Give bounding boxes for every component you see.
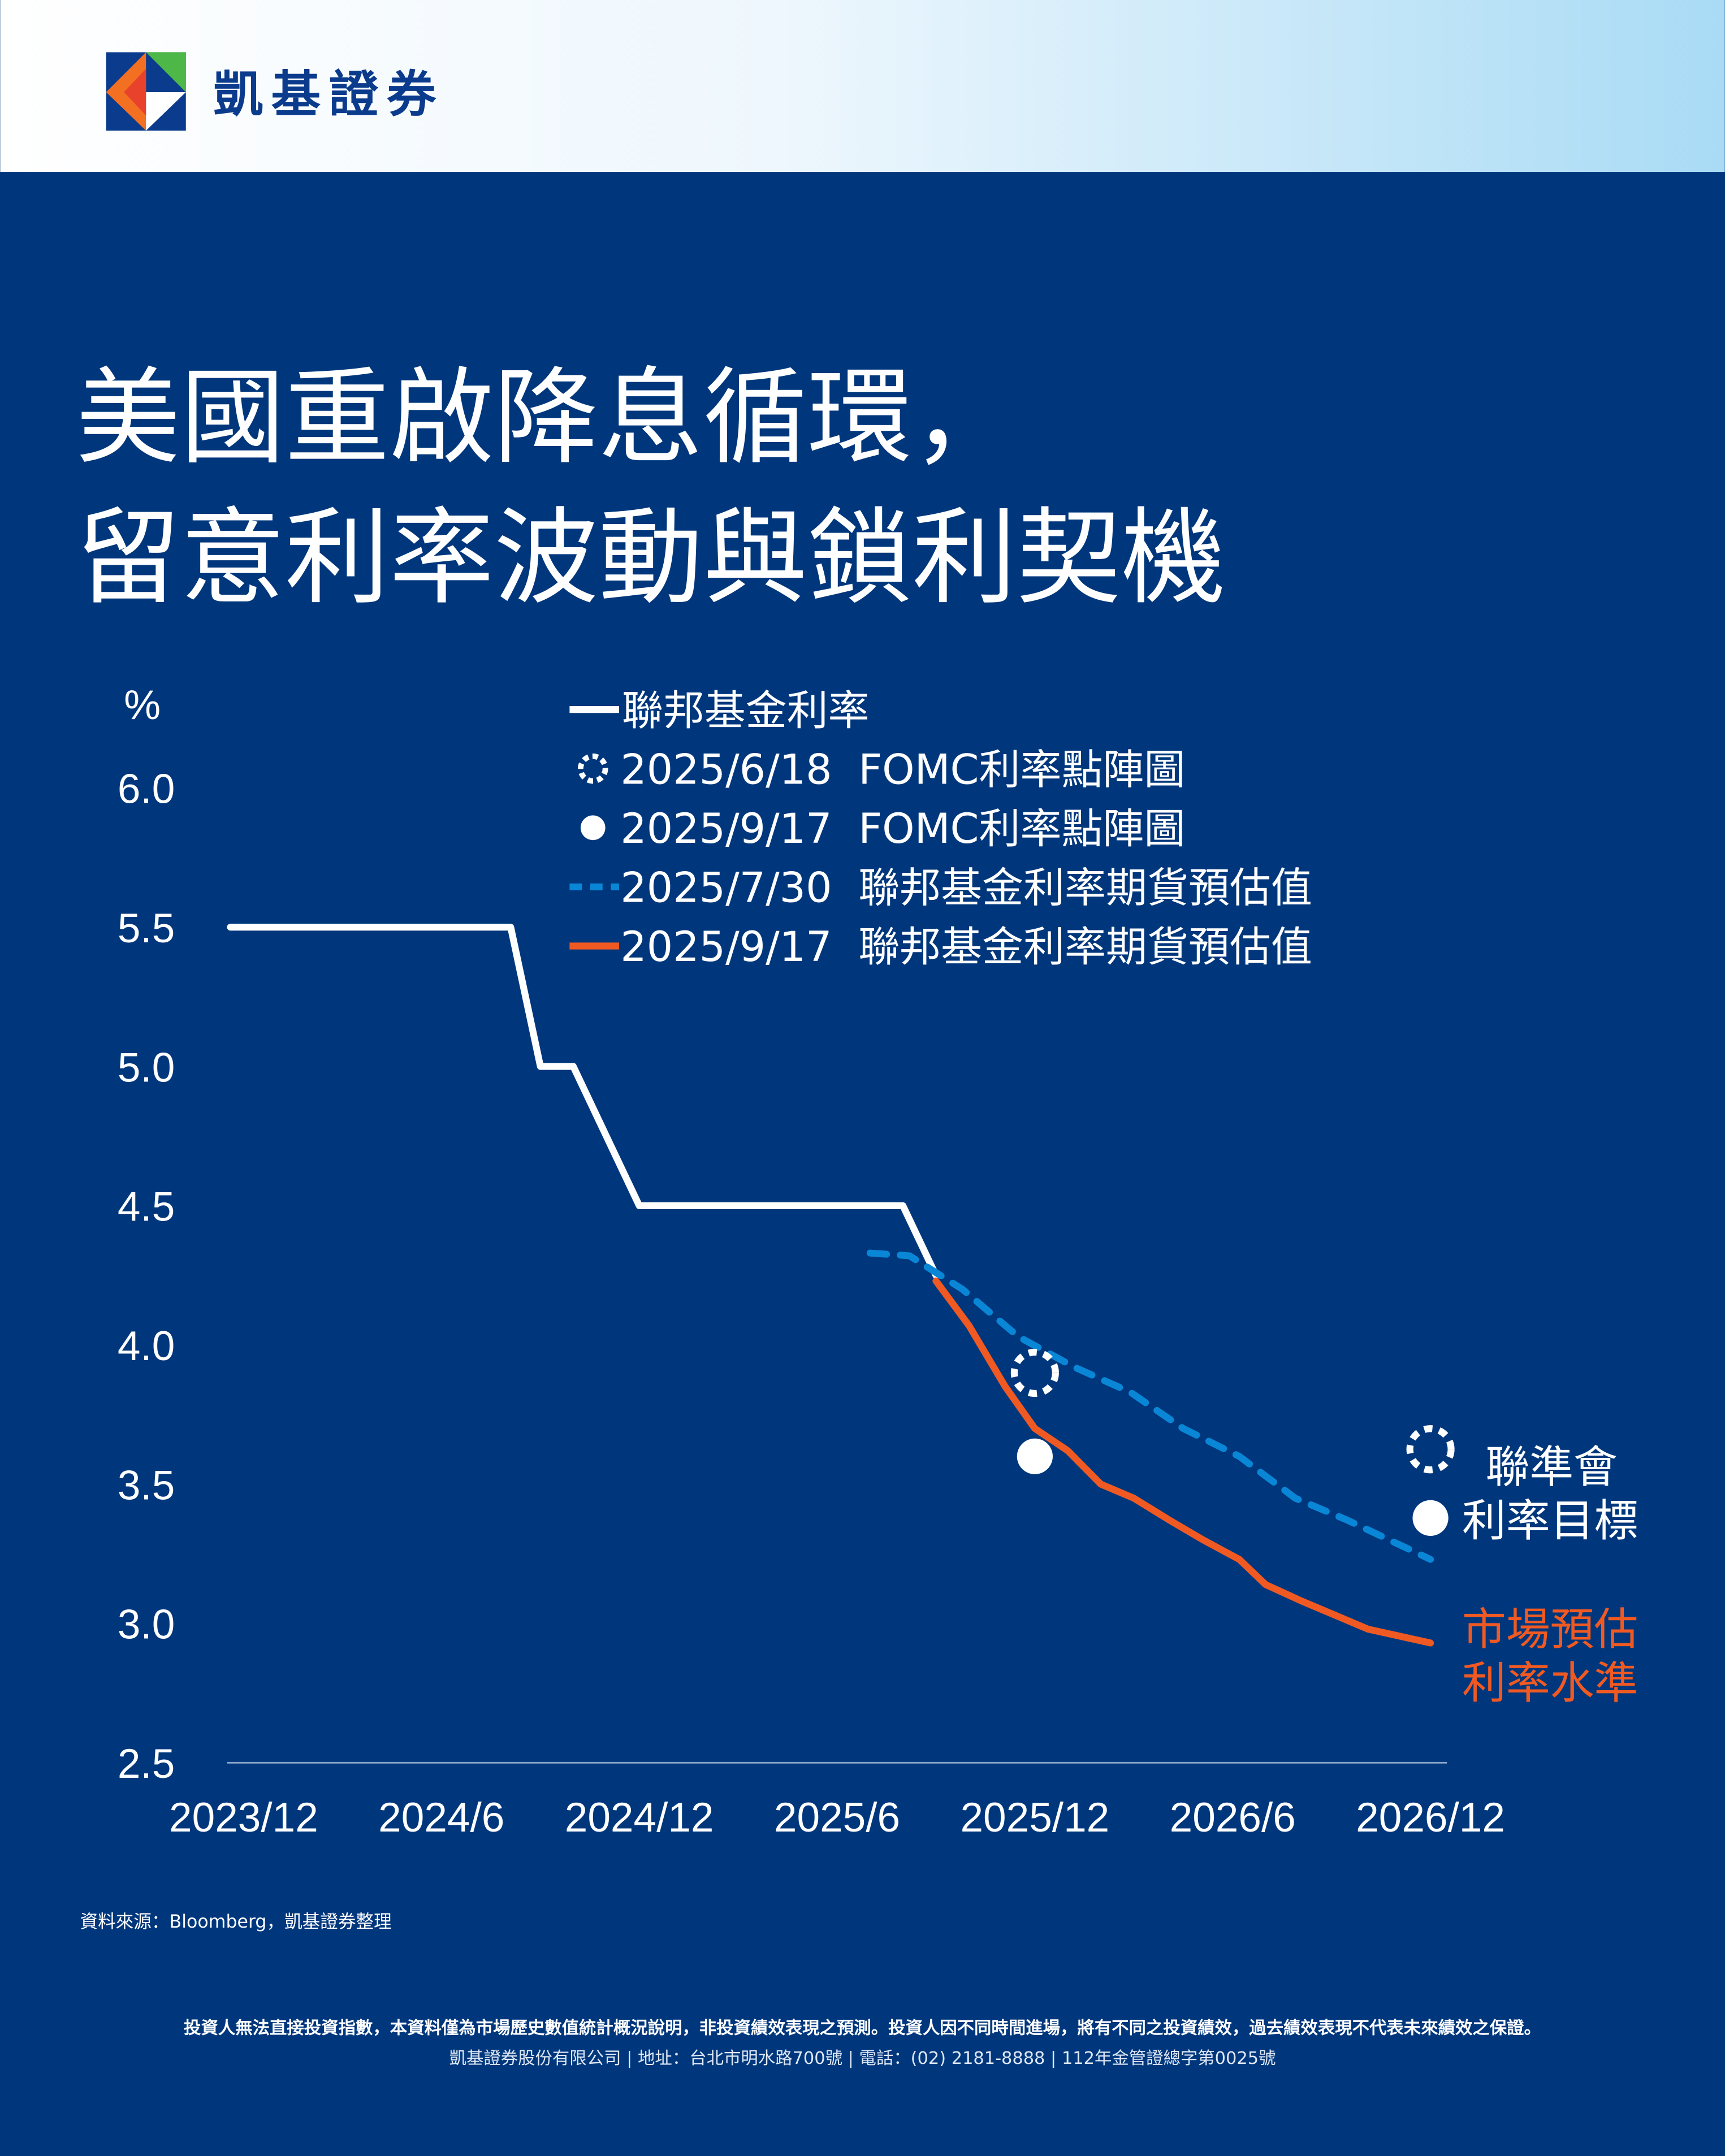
legend-item: 聯邦基金利率	[569, 687, 870, 735]
y-axis-unit: %	[124, 682, 161, 728]
dot-icon	[1412, 1500, 1449, 1536]
y-tick-label: 4.0	[118, 1323, 175, 1369]
annotation-fed-target: 聯準會 利率目標	[1406, 1425, 1638, 1547]
company-info: 凱基證券股份有限公司 | 地址：台北市明水路700號 | 電話：(02) 218…	[449, 2049, 1276, 2068]
header-bar: 凱基證券	[0, 0, 1725, 172]
x-tick-label: 2024/6	[378, 1795, 504, 1841]
dashed-circle-icon	[1406, 1425, 1455, 1474]
x-tick-label: 2026/12	[1356, 1795, 1505, 1841]
legend-dot-icon	[580, 815, 606, 841]
brand-logo	[106, 52, 186, 131]
annotation-market: 市場預估 利率水準	[1462, 1604, 1638, 1709]
source-note: 資料來源：Bloomberg，凱基證券整理	[80, 1912, 391, 1932]
y-tick-label: 3.0	[118, 1602, 175, 1648]
annotation-fed-line2: 利率目標	[1462, 1496, 1638, 1547]
legend-item: 2025/9/17 FOMC利率點陣圖	[580, 805, 1185, 853]
annotation-fed-line1: 聯準會	[1485, 1442, 1618, 1493]
legend-item: 2025/6/18 FOMC利率點陣圖	[577, 746, 1185, 794]
y-tick-label: 5.5	[118, 906, 175, 951]
legend-item: 2025/9/17 聯邦基金利率期貨預估值	[569, 923, 1312, 971]
legend-date: 2025/9/17	[620, 923, 832, 971]
y-tick-label: 2.5	[118, 1741, 175, 1787]
y-tick-label: 4.5	[118, 1184, 175, 1230]
y-tick-label: 6.0	[118, 767, 175, 812]
x-tick-label: 2026/6	[1170, 1795, 1296, 1841]
legend-label: 聯邦基金利率	[622, 687, 870, 735]
legend-label: FOMC利率點陣圖	[858, 746, 1185, 794]
annotation-market-line2: 利率水準	[1462, 1658, 1638, 1709]
dotplot-point-0917	[1017, 1438, 1053, 1474]
page-title-line1: 美國重啟降息循環，	[76, 357, 1017, 479]
legend-label: 聯邦基金利率期貨預估值	[858, 864, 1312, 912]
x-tick-label: 2025/6	[774, 1795, 900, 1841]
legend-date: 2025/6/18	[620, 746, 832, 794]
series-line-2	[932, 1277, 1434, 1647]
y-tick-label: 3.5	[118, 1462, 175, 1508]
legend: 聯邦基金利率 2025/6/18 FOMC利率點陣圖 2025/9/17 FOMC利率點…	[569, 687, 1312, 971]
x-tick-label: 2023/12	[169, 1795, 318, 1841]
legend-date: 2025/9/17	[620, 805, 832, 853]
page-title-line2: 留意利率波動與鎖利契機	[76, 497, 1225, 619]
disclaimer: 投資人無法直接投資指數，本資料僅為市場歷史數值統計概況說明，非投資績效表現之預測…	[184, 2018, 1541, 2038]
legend-item: 2025/7/30 聯邦基金利率期貨預估值	[569, 864, 1312, 912]
legend-date: 2025/7/30	[620, 864, 832, 912]
annotation-market-line1: 市場預估	[1462, 1604, 1638, 1655]
legend-label: 聯邦基金利率期貨預估值	[858, 923, 1312, 971]
legend-dashed-circle-icon	[577, 753, 608, 784]
legend-label: FOMC利率點陣圖	[858, 805, 1185, 853]
series-line-0	[227, 924, 940, 1279]
y-tick-label: 5.0	[118, 1045, 175, 1090]
x-tick-label: 2025/12	[960, 1795, 1109, 1841]
series-line-1	[866, 1249, 1434, 1563]
rate-chart: % 6.0 5.5 5.0 4.5 4.0 3.5 3.0 2.5 2023/12 2024/6…	[118, 682, 1638, 1841]
x-tick-label: 2024/12	[565, 1795, 714, 1841]
brand-name: 凱基證券	[213, 66, 444, 123]
